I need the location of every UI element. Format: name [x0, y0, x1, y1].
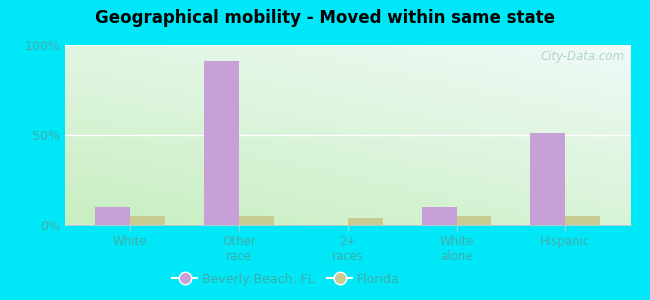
Bar [239, 216, 274, 225]
Bar [422, 207, 456, 225]
Bar [530, 133, 566, 225]
Legend: Beverly Beach, FL, Florida: Beverly Beach, FL, Florida [167, 268, 405, 291]
Bar [96, 207, 130, 225]
Bar [130, 216, 165, 225]
Bar [456, 216, 491, 225]
Text: City-Data.com: City-Data.com [541, 50, 625, 63]
Bar [566, 216, 600, 225]
Bar [204, 61, 239, 225]
Text: Geographical mobility - Moved within same state: Geographical mobility - Moved within sam… [95, 9, 555, 27]
Bar [348, 218, 383, 225]
